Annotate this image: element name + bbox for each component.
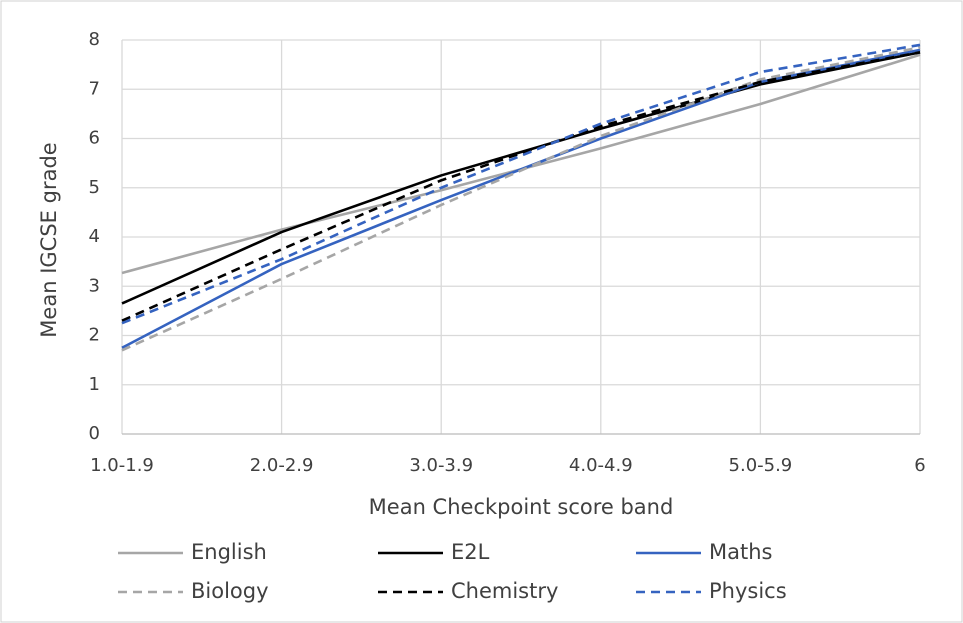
y-tick-label: 3 [89, 275, 100, 296]
legend-label: E2L [451, 540, 490, 564]
series-line [121, 51, 921, 305]
y-tick-label: 8 [89, 29, 100, 50]
legend-label: English [191, 540, 267, 564]
x-tick-label: 3.0-3.9 [409, 455, 473, 476]
series-line [121, 51, 921, 322]
x-tick-label: 2.0-2.9 [250, 455, 314, 476]
y-tick-label: 1 [89, 374, 100, 395]
y-tick-label: 0 [89, 423, 100, 444]
y-tick-label: 5 [89, 177, 100, 198]
legend-label: Biology [191, 579, 269, 603]
y-tick-label: 4 [89, 226, 100, 247]
series-line [121, 43, 921, 325]
legend-label: Physics [709, 579, 787, 603]
y-tick-label: 2 [89, 325, 100, 346]
x-tick-label: 6 [914, 455, 925, 476]
series-line [121, 46, 921, 352]
y-tick-label: 7 [89, 78, 100, 99]
legend-label: Chemistry [451, 579, 558, 603]
y-tick-label: 6 [89, 128, 100, 149]
x-tick-label: 4.0-4.9 [569, 455, 633, 476]
x-tick-label: 5.0-5.9 [729, 455, 793, 476]
legend-label: Maths [709, 540, 772, 564]
x-tick-label: 1.0-1.9 [90, 455, 154, 476]
y-axis-title: Mean IGCSE grade [37, 142, 61, 337]
x-axis-title: Mean Checkpoint score band [369, 495, 674, 519]
